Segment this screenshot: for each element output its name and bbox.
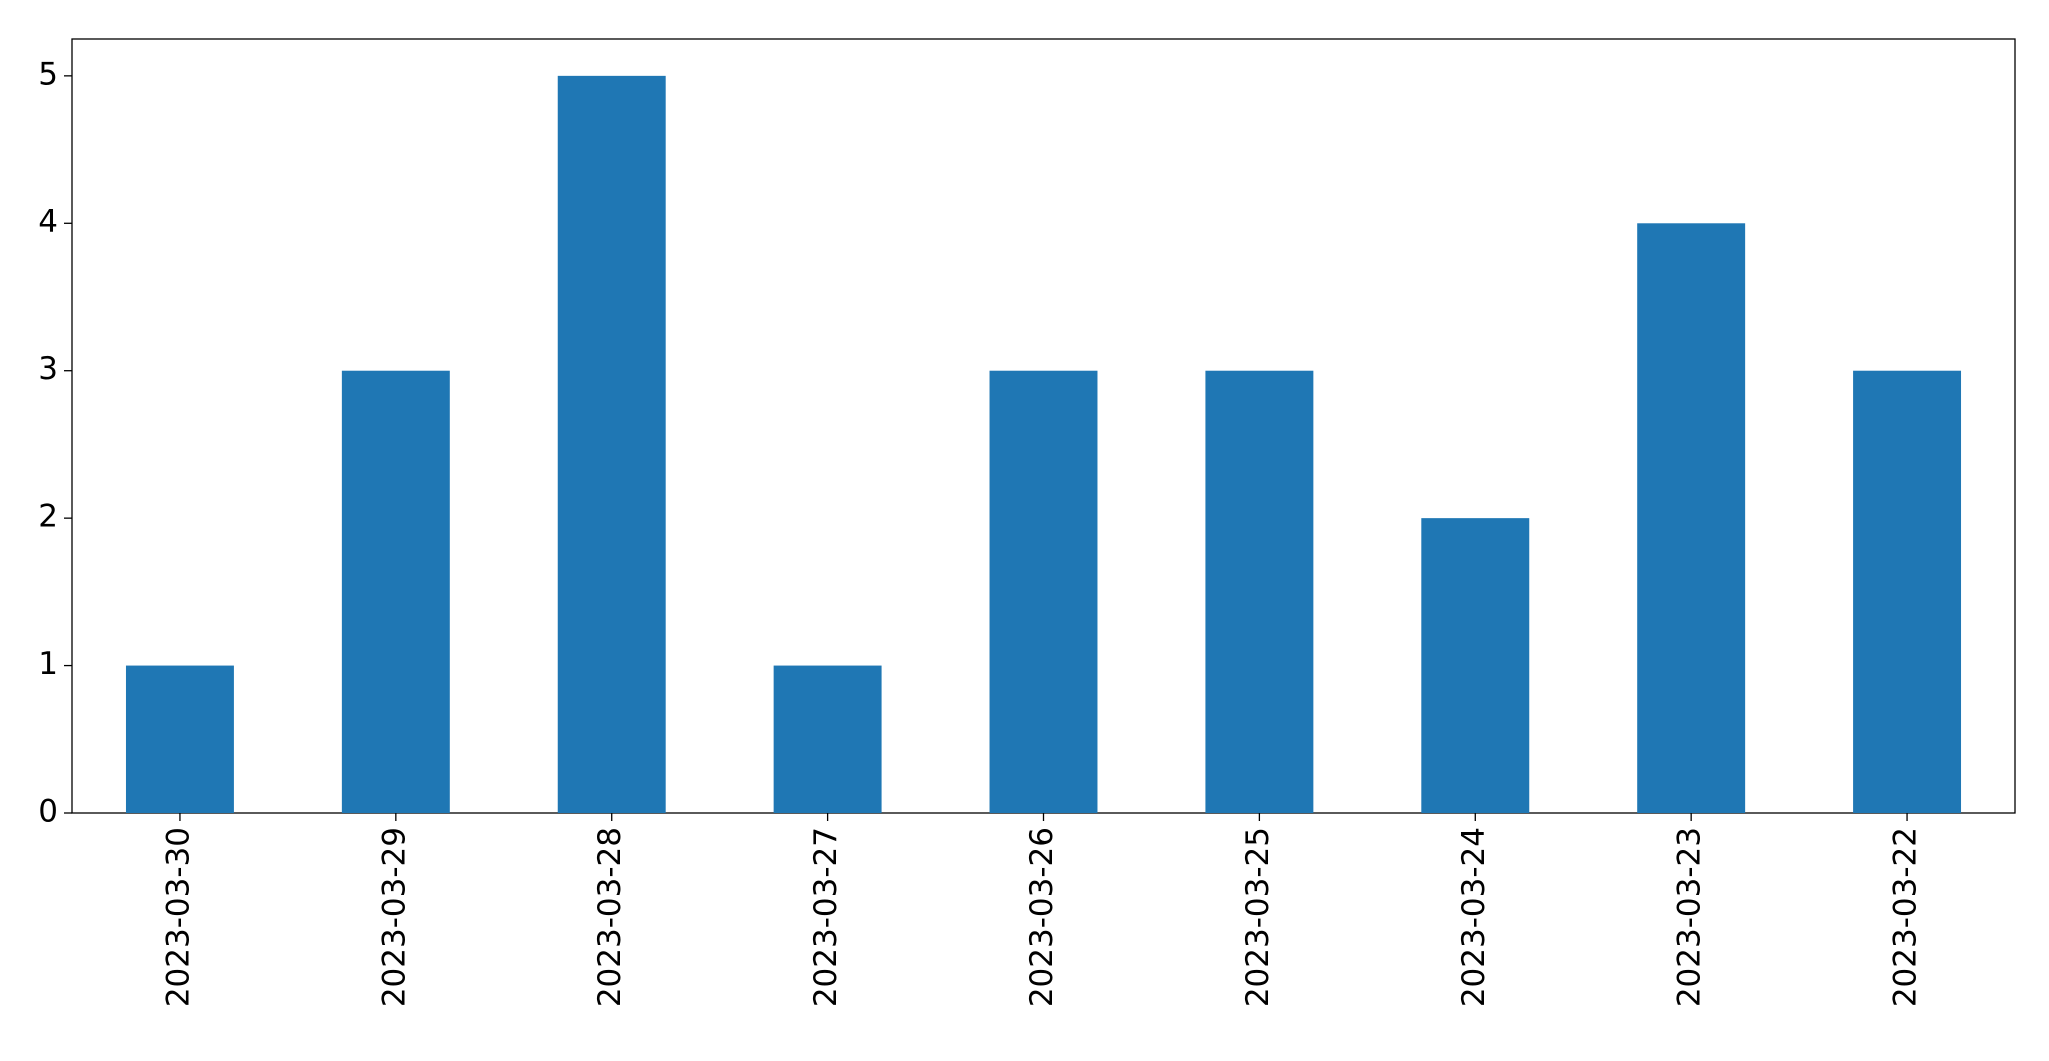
bar: [1421, 518, 1530, 813]
bar: [557, 75, 666, 814]
x-tick-label: 2023-03-22: [1888, 827, 1924, 1007]
bar: [1205, 370, 1314, 813]
y-tick-label: 3: [38, 351, 58, 387]
bar: [1637, 223, 1746, 814]
x-tick-label: 2023-03-23: [1672, 827, 1708, 1007]
bar: [125, 665, 234, 813]
bar: [1853, 370, 1962, 813]
bar: [989, 370, 1098, 813]
y-tick-label: 2: [38, 499, 58, 535]
x-tick-label: 2023-03-25: [1240, 827, 1276, 1007]
y-tick-label: 5: [38, 56, 58, 92]
x-tick-label: 2023-03-28: [592, 827, 628, 1007]
x-tick-label: 2023-03-29: [376, 827, 412, 1007]
bar: [773, 665, 882, 813]
x-tick-label: 2023-03-24: [1456, 827, 1492, 1007]
y-tick-label: 4: [38, 204, 58, 240]
y-tick-label: 0: [38, 794, 58, 830]
y-tick-label: 1: [38, 646, 58, 682]
x-tick-label: 2023-03-27: [808, 827, 844, 1007]
x-tick-label: 2023-03-26: [1024, 827, 1060, 1007]
bar: [341, 370, 450, 813]
x-tick-label: 2023-03-30: [160, 827, 196, 1007]
